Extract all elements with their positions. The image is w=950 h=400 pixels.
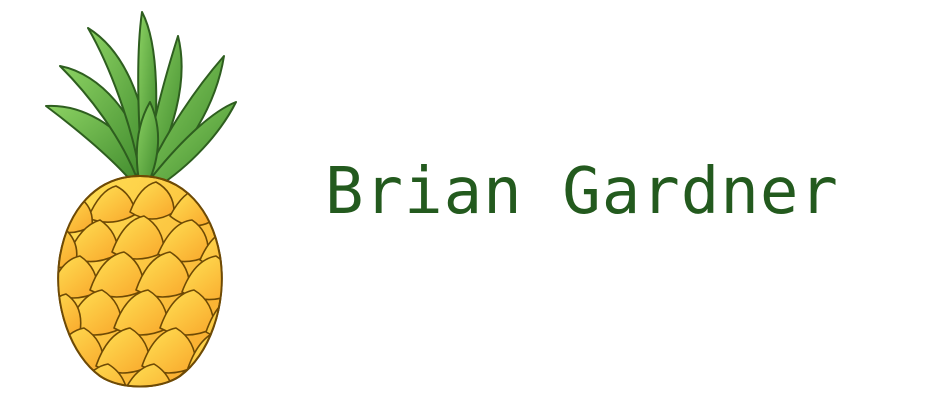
pineapple-crown (45, 11, 237, 189)
pineapple-icon (45, 11, 237, 388)
site-title[interactable]: Brian Gardner (325, 155, 839, 229)
pineapple-body (57, 174, 223, 388)
